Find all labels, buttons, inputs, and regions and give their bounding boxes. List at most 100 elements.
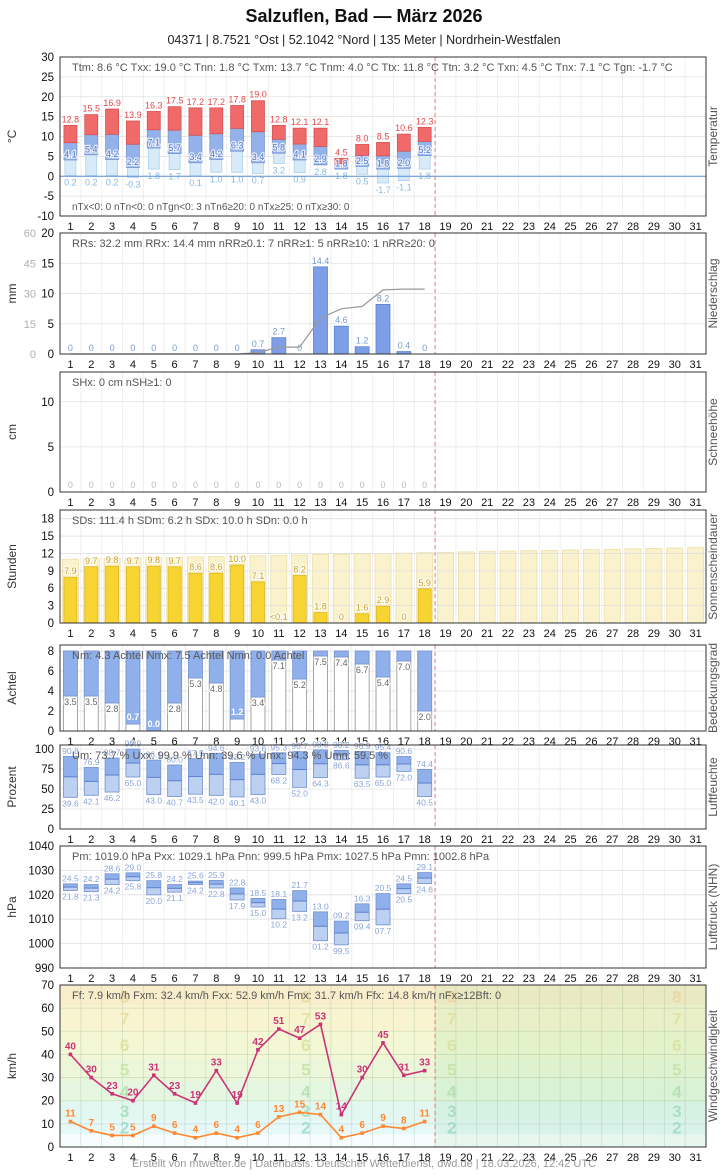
svg-text:15: 15 bbox=[41, 531, 54, 543]
svg-text:5: 5 bbox=[48, 442, 54, 454]
svg-text:12: 12 bbox=[294, 834, 306, 846]
svg-text:1.2: 1.2 bbox=[356, 336, 369, 346]
svg-text:26: 26 bbox=[585, 497, 597, 509]
svg-text:13: 13 bbox=[314, 628, 326, 640]
svg-text:60: 60 bbox=[41, 1003, 54, 1015]
svg-text:0.2: 0.2 bbox=[106, 177, 119, 187]
svg-text:9: 9 bbox=[234, 736, 240, 748]
svg-text:22.8: 22.8 bbox=[208, 889, 225, 899]
svg-text:7: 7 bbox=[301, 1010, 310, 1029]
temperature-stats-bottom: nTx<0: 0 nTn<0: 0 nTgn<0: 3 nTn6≥20: 0 n… bbox=[72, 202, 350, 213]
svg-text:65.0: 65.0 bbox=[125, 778, 142, 788]
svg-text:16: 16 bbox=[377, 497, 389, 509]
humidity-axis-title: Luftfeuchte bbox=[706, 757, 720, 817]
svg-text:0: 0 bbox=[193, 343, 198, 353]
svg-text:20: 20 bbox=[460, 1152, 472, 1164]
svg-text:7.1: 7.1 bbox=[148, 138, 161, 148]
svg-text:0: 0 bbox=[297, 480, 302, 490]
svg-text:8: 8 bbox=[213, 834, 219, 846]
wind-stats: Ff: 7.9 km/h Fxm: 32.4 km/h Fxx: 52.9 km… bbox=[72, 990, 501, 1002]
humidity-range-bars: 90.8 39.6 76.9 42.1 88.7 46.2 99.9 65.0 86.1 43.0… bbox=[61, 737, 434, 809]
svg-text:1: 1 bbox=[67, 834, 73, 846]
svg-text:6: 6 bbox=[359, 1120, 365, 1131]
svg-text:8: 8 bbox=[672, 988, 681, 1007]
svg-text:09.4: 09.4 bbox=[354, 922, 371, 932]
svg-text:1020: 1020 bbox=[28, 890, 54, 902]
svg-text:5: 5 bbox=[151, 973, 157, 985]
svg-text:0.5: 0.5 bbox=[356, 176, 369, 186]
svg-text:9: 9 bbox=[234, 973, 240, 985]
day-axis-sunshine: 1 2 3 4 5 6 7 8 9 10 11 12 13 14 15 16 17 18 19 20 21 22 23 24 2… bbox=[67, 628, 701, 640]
svg-text:20: 20 bbox=[460, 834, 472, 846]
svg-text:26: 26 bbox=[585, 973, 597, 985]
svg-text:30: 30 bbox=[41, 1073, 54, 1085]
svg-text:19.0: 19.0 bbox=[249, 90, 267, 100]
svg-text:6: 6 bbox=[255, 1120, 261, 1131]
svg-text:50: 50 bbox=[41, 784, 54, 796]
svg-text:12.1: 12.1 bbox=[312, 117, 330, 127]
svg-text:0.2: 0.2 bbox=[85, 177, 98, 187]
svg-text:0: 0 bbox=[48, 618, 54, 630]
svg-text:11: 11 bbox=[273, 497, 284, 509]
svg-text:12.8: 12.8 bbox=[62, 114, 80, 124]
svg-text:29: 29 bbox=[648, 973, 660, 985]
svg-text:1000: 1000 bbox=[28, 939, 54, 951]
svg-text:6.3: 6.3 bbox=[231, 141, 244, 151]
svg-text:6: 6 bbox=[172, 834, 178, 846]
svg-text:21.8: 21.8 bbox=[62, 891, 79, 901]
svg-text:2.9: 2.9 bbox=[314, 154, 327, 164]
svg-text:9: 9 bbox=[234, 359, 240, 371]
cloudcover-bars: 3.5 3.5 2.8 0.7 0.0 2.8 5.3 4.8 1.2 3.4 7.1 5.2 7.5 7… bbox=[63, 650, 432, 732]
svg-text:0: 0 bbox=[172, 480, 177, 490]
svg-text:7.1: 7.1 bbox=[252, 571, 265, 581]
svg-text:25: 25 bbox=[564, 973, 576, 985]
svg-text:7: 7 bbox=[192, 628, 198, 640]
svg-text:31: 31 bbox=[689, 221, 701, 233]
svg-text:3: 3 bbox=[109, 736, 115, 748]
svg-text:51: 51 bbox=[273, 1016, 285, 1027]
svg-text:8.6: 8.6 bbox=[210, 562, 223, 572]
svg-text:3: 3 bbox=[109, 1152, 115, 1164]
svg-text:18.5: 18.5 bbox=[250, 888, 267, 898]
svg-text:3.4: 3.4 bbox=[252, 152, 265, 162]
svg-text:20: 20 bbox=[460, 359, 472, 371]
precipitation-bars: 0 0 0 0 0 0 0 0 0 0.7 2.7 0 14.4 4.6 1.2 8.2 0.4 0 bbox=[67, 255, 428, 355]
svg-text:5: 5 bbox=[151, 628, 157, 640]
svg-text:6: 6 bbox=[301, 1036, 310, 1055]
svg-text:10: 10 bbox=[252, 497, 264, 509]
svg-text:43.0: 43.0 bbox=[146, 796, 163, 806]
svg-text:43.0: 43.0 bbox=[250, 796, 267, 806]
svg-text:25.6: 25.6 bbox=[187, 871, 204, 881]
svg-text:1: 1 bbox=[67, 359, 73, 371]
svg-text:4: 4 bbox=[48, 686, 55, 698]
svg-text:21.1: 21.1 bbox=[166, 893, 183, 903]
svg-text:2: 2 bbox=[88, 1152, 94, 1164]
svg-text:14: 14 bbox=[335, 497, 347, 509]
svg-text:13.9: 13.9 bbox=[124, 110, 142, 120]
svg-text:6: 6 bbox=[172, 497, 178, 509]
svg-text:21: 21 bbox=[481, 834, 493, 846]
svg-text:19: 19 bbox=[439, 359, 451, 371]
svg-text:9.7: 9.7 bbox=[85, 556, 98, 566]
panel-sunshine: 7.9 9.7 9.8 9.7 9.8 9.7 8.6 8.6 10.0 7.1 <0.1 8.2 1.… bbox=[5, 509, 720, 640]
svg-text:43.5: 43.5 bbox=[187, 795, 204, 805]
svg-text:11: 11 bbox=[65, 1109, 76, 1120]
svg-text:30: 30 bbox=[24, 289, 36, 301]
svg-text:-0.3: -0.3 bbox=[125, 179, 141, 189]
svg-text:15: 15 bbox=[356, 1152, 368, 1164]
svg-text:11: 11 bbox=[273, 834, 284, 846]
svg-text:6.7: 6.7 bbox=[356, 665, 369, 675]
svg-text:13.0: 13.0 bbox=[312, 901, 329, 911]
svg-text:19: 19 bbox=[232, 1090, 244, 1101]
svg-text:9: 9 bbox=[380, 1113, 386, 1124]
svg-text:0: 0 bbox=[110, 343, 115, 353]
svg-text:30: 30 bbox=[669, 834, 681, 846]
svg-text:3: 3 bbox=[109, 834, 115, 846]
svg-text:40.1: 40.1 bbox=[229, 798, 246, 808]
svg-text:11: 11 bbox=[273, 628, 284, 640]
svg-text:4.1: 4.1 bbox=[64, 149, 77, 159]
svg-text:8.2: 8.2 bbox=[377, 293, 390, 303]
svg-text:11: 11 bbox=[273, 359, 284, 371]
svg-text:22: 22 bbox=[502, 221, 514, 233]
svg-text:1030: 1030 bbox=[28, 865, 54, 877]
